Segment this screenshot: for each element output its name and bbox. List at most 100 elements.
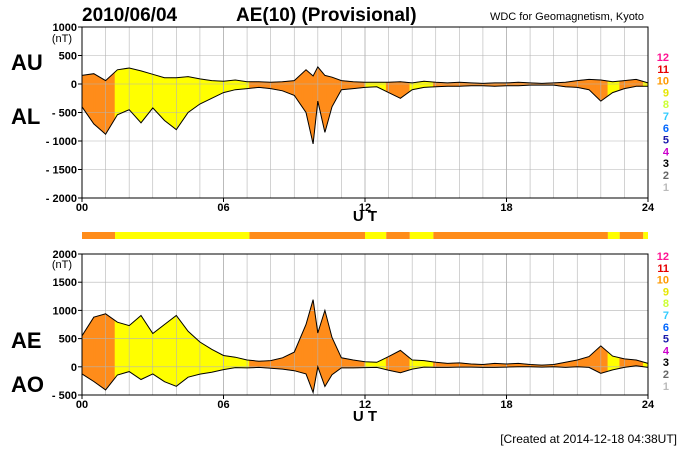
fill-band [147, 325, 151, 377]
fill-band [187, 76, 191, 114]
fill-band [383, 357, 387, 371]
fill-band [239, 357, 243, 369]
fill-band [131, 68, 135, 116]
x-tick-label: 18 [500, 202, 512, 214]
activity-scale-label: 12 [657, 52, 669, 64]
fill-band [624, 80, 628, 89]
fill-band [350, 81, 354, 90]
fill-band [218, 352, 222, 372]
fill-band [98, 75, 102, 131]
fill-band [152, 331, 156, 376]
fill-band [341, 80, 345, 91]
fill-band [173, 77, 177, 131]
fill-band [421, 80, 425, 89]
fill-band [272, 359, 276, 369]
activity-bar-segment [115, 232, 250, 239]
fill-band [190, 76, 194, 112]
fill-band [204, 344, 208, 374]
fill-band [150, 328, 154, 376]
fill-band [605, 80, 609, 99]
fill-band [357, 81, 361, 89]
fill-band [584, 356, 587, 368]
activity-scale-label: 4 [663, 345, 670, 357]
fill-band [185, 327, 189, 380]
fill-band [86, 74, 90, 119]
y-tick-label: - 2000 [46, 193, 77, 205]
top-x-axis-label: U T [353, 208, 377, 225]
fill-band [411, 82, 415, 91]
x-tick-label: 18 [500, 399, 512, 411]
fill-band [216, 80, 220, 97]
fill-band [324, 310, 328, 388]
fill-band [185, 76, 189, 117]
fill-band [133, 68, 137, 119]
fill-band [371, 81, 375, 88]
fill-band [168, 318, 172, 385]
fill-band [277, 81, 281, 91]
activity-scale-label: 1 [663, 381, 669, 393]
fill-band [119, 68, 123, 115]
fill-band [343, 80, 347, 90]
fill-band [95, 315, 99, 386]
fill-band [227, 80, 231, 92]
fill-band [234, 356, 238, 369]
fill-band [593, 349, 597, 372]
activity-bar-segment [643, 232, 648, 239]
fill-band [209, 347, 213, 373]
fill-band [584, 79, 587, 90]
fill-band [421, 360, 425, 368]
activity-scale-label: 11 [657, 64, 669, 76]
fill-band [112, 71, 116, 124]
fill-band [161, 76, 165, 122]
fill-band [605, 349, 609, 373]
fill-band [416, 81, 420, 90]
fill-band [187, 330, 191, 378]
fill-band [612, 81, 616, 93]
fill-band [197, 78, 201, 107]
fill-band [411, 359, 415, 370]
fill-band [617, 80, 621, 92]
x-tick-label: 12 [359, 202, 371, 214]
y-tick-label: - 500 [52, 390, 77, 402]
fill-band [124, 68, 128, 113]
fill-band [430, 361, 434, 368]
activity-scale-label: 3 [663, 158, 669, 170]
fill-band [381, 358, 385, 370]
fill-band [609, 353, 613, 371]
fill-band [173, 314, 177, 387]
fill-band [598, 79, 602, 102]
fill-band [595, 79, 599, 100]
series-line-ae [81, 299, 649, 366]
fill-band [246, 81, 250, 89]
fill-band [126, 67, 130, 112]
y-tick-label: 500 [59, 51, 77, 63]
fill-band [100, 314, 104, 389]
fill-band [239, 80, 243, 90]
fill-band [423, 360, 427, 368]
fill-band [275, 81, 279, 91]
activity-scale-label: 8 [663, 298, 669, 310]
fill-band [289, 80, 293, 95]
fill-band [624, 358, 628, 368]
fill-band [614, 356, 618, 370]
fill-band [244, 81, 248, 90]
fill-band [166, 77, 170, 125]
fill-band [204, 79, 208, 103]
fill-band [633, 79, 637, 88]
fill-band [607, 351, 611, 372]
fill-band [390, 353, 394, 372]
fill-band [617, 356, 621, 370]
fill-band [121, 68, 125, 114]
fill-band [128, 67, 132, 114]
fill-band [242, 80, 246, 90]
y-tick-label: 2000 [53, 249, 77, 261]
fill-band [400, 349, 404, 374]
activity-bar-segment [249, 232, 365, 239]
fill-band [98, 314, 102, 388]
y-tick-label: - 1000 [46, 136, 77, 148]
activity-scale-label: 10 [657, 275, 669, 287]
fill-band [291, 351, 295, 372]
activity-scale-label: 7 [663, 111, 669, 123]
activity-scale-label: 9 [663, 87, 669, 99]
fill-band [199, 78, 203, 105]
